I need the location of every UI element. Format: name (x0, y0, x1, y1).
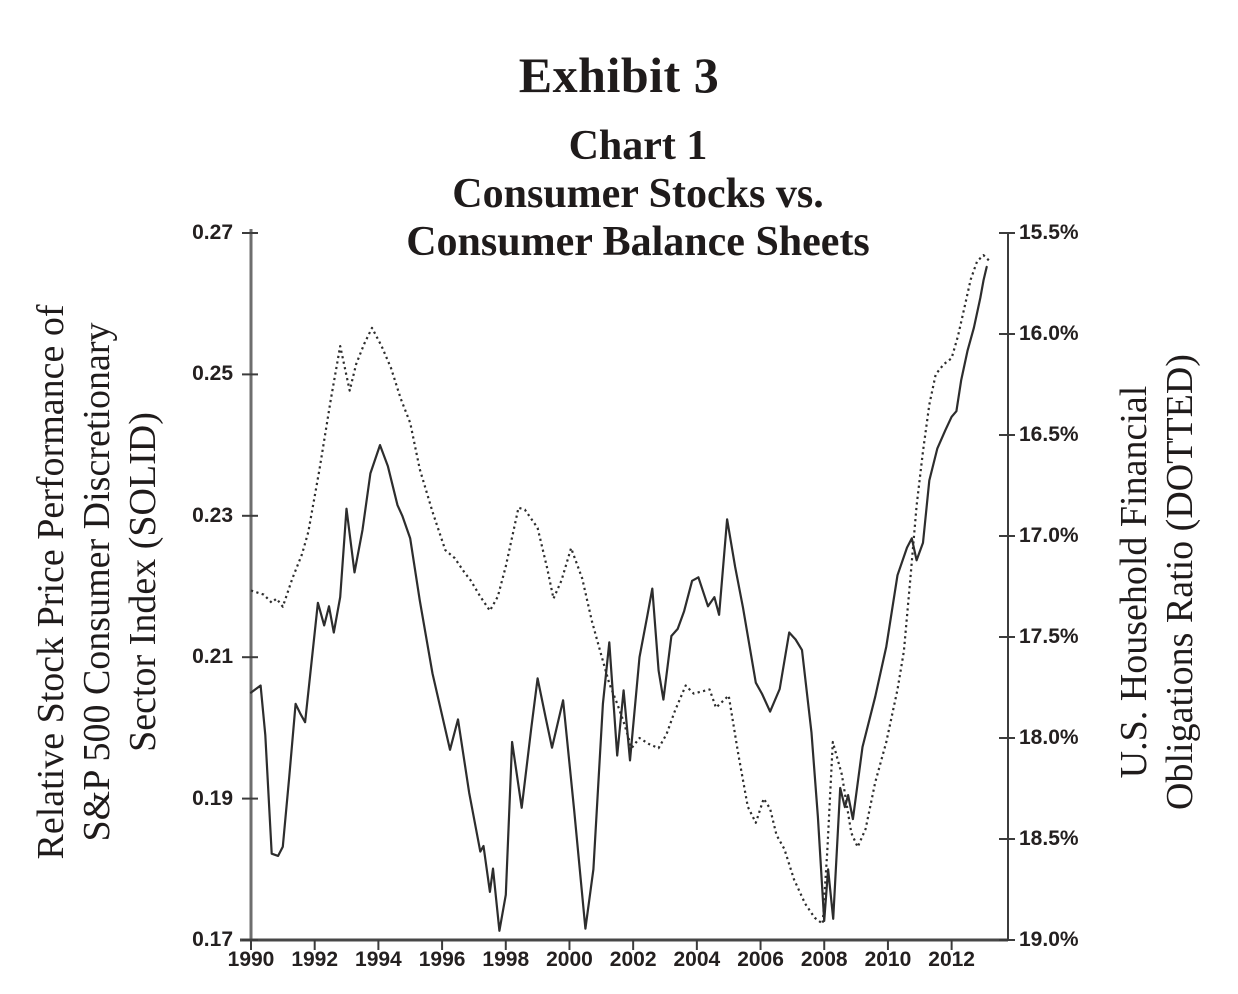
solid-series-line (249, 265, 988, 932)
left-axis-tick-label: 0.19 (192, 786, 233, 810)
left-axis-tick-label: 0.23 (192, 503, 233, 527)
x-axis-tick-label: 2002 (609, 948, 657, 971)
x-axis-tick-label: 2006 (737, 948, 784, 971)
chart-title: Chart 1 (568, 123, 708, 169)
chart-subtitle-line1: Consumer Stocks vs. (452, 171, 824, 217)
right-axis-tick-label: 17.5% (1019, 625, 1079, 648)
x-axis-tick-label: 2010 (864, 948, 912, 971)
left-axis-tick-label: 0.25 (192, 362, 233, 386)
chart-subtitle-line2: Consumer Balance Sheets (406, 219, 870, 265)
right-axis-tick-label: 18.5% (1019, 827, 1079, 850)
x-axis-tick-label: 1994 (355, 948, 402, 971)
left-axis-tick-label: 0.17 (192, 928, 233, 951)
x-axis-tick-label: 1996 (418, 948, 466, 971)
x-axis-tick-label: 2000 (546, 948, 593, 971)
left-axis-tick-label: 0.21 (192, 645, 233, 669)
x-axis-tick-label: 1998 (482, 948, 530, 971)
x-axis-tick-label: 1990 (227, 948, 275, 971)
right-axis-tick-label: 16.5% (1019, 423, 1079, 446)
x-axis-tick-label: 1992 (291, 948, 339, 971)
left-axis-tick-label: 0.27 (192, 221, 233, 244)
x-axis-tick-label: 2008 (800, 948, 848, 971)
right-axis-tick-label: 15.5% (1019, 221, 1079, 244)
exhibit-title: Exhibit 3 (518, 47, 720, 103)
x-axis-tick-label: 2012 (928, 948, 975, 971)
right-axis-tick-label: 19.0% (1019, 928, 1079, 951)
x-axis-tick-label: 2004 (673, 948, 721, 971)
dotted-series-line (250, 254, 991, 925)
right-axis-tick-label: 18.0% (1019, 726, 1079, 749)
right-axis-tick-label: 17.0% (1019, 524, 1079, 547)
right-axis-tick-label: 16.0% (1019, 322, 1079, 345)
